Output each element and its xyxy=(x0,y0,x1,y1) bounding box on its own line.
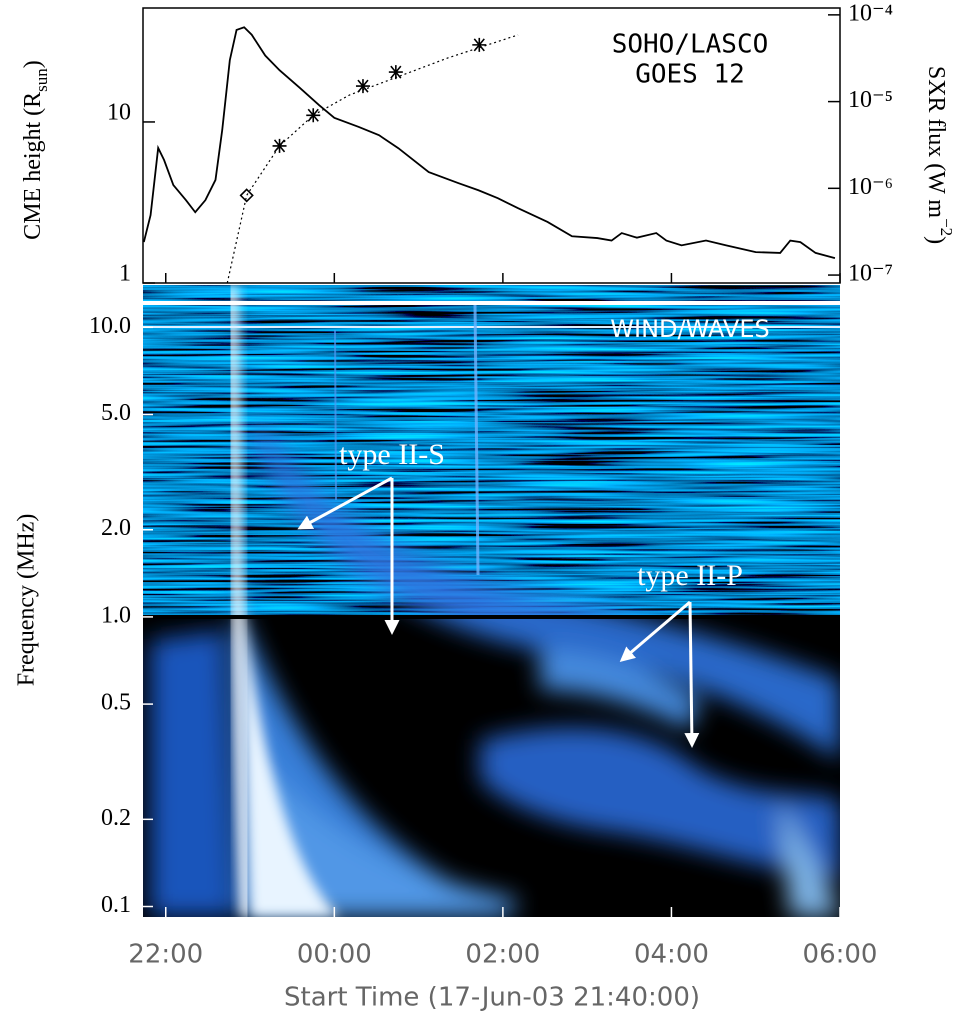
y2-tick-label: 10⁻⁵ xyxy=(848,87,893,113)
data-marker xyxy=(355,79,370,94)
y2-axis-label: SXR flux (W m−2) xyxy=(923,66,955,244)
data-marker xyxy=(272,138,287,153)
y-axis-label: Frequency (MHz) xyxy=(14,514,40,687)
annotation-arrows xyxy=(297,476,700,748)
y-tick-label: 1 xyxy=(119,261,131,287)
y-tick-label: 0.5 xyxy=(101,690,131,716)
label-part: SXR flux (W m xyxy=(923,66,949,219)
y-tick-label: 10.0 xyxy=(89,313,131,339)
annotation: SOHO/LASCO xyxy=(612,30,769,60)
x-tick-label: 22:00 xyxy=(128,940,203,970)
y-tick-label: 0.1 xyxy=(101,892,131,918)
data-marker xyxy=(306,108,321,123)
label-part: ) xyxy=(20,60,46,68)
y2-tick-label: 10⁻⁶ xyxy=(848,174,893,200)
y2-tick-label: 10⁻⁴ xyxy=(848,0,893,26)
data-marker xyxy=(472,37,487,52)
x-tick-label: 06:00 xyxy=(803,940,878,970)
x-tick-label: 00:00 xyxy=(297,940,372,970)
x-tick-label: 04:00 xyxy=(634,940,709,970)
y-tick-label: 10 xyxy=(107,99,131,125)
y-tick-label: 5.0 xyxy=(101,400,131,426)
label-part: CME height (R xyxy=(20,92,46,240)
annotation: type II-S xyxy=(339,438,445,471)
y-tick-label: 0.2 xyxy=(101,805,131,831)
data-marker xyxy=(388,65,403,80)
spectrogram-image xyxy=(143,285,840,917)
x-tick-label: 02:00 xyxy=(465,940,540,970)
top-frame xyxy=(142,7,841,284)
y-tick-label: 2.0 xyxy=(101,515,131,541)
annotation: WIND/WAVES xyxy=(610,315,769,343)
annotation: GOES 12 xyxy=(635,60,745,90)
flux-line xyxy=(142,26,836,259)
label-part: sun xyxy=(32,68,51,92)
label-part: ) xyxy=(923,236,949,244)
x-axis-label: Start Time (17-Jun-03 21:40:00) xyxy=(284,983,700,1013)
y-tick-label: 1.0 xyxy=(101,602,131,628)
y-axis-label: CME height (Rsun) xyxy=(20,60,52,240)
y2-tick-label: 10⁻⁷ xyxy=(848,261,893,287)
data-marker xyxy=(239,188,254,203)
annotation: type II-P xyxy=(637,559,743,592)
fit-line xyxy=(226,34,519,284)
label-part: −2 xyxy=(937,218,956,236)
